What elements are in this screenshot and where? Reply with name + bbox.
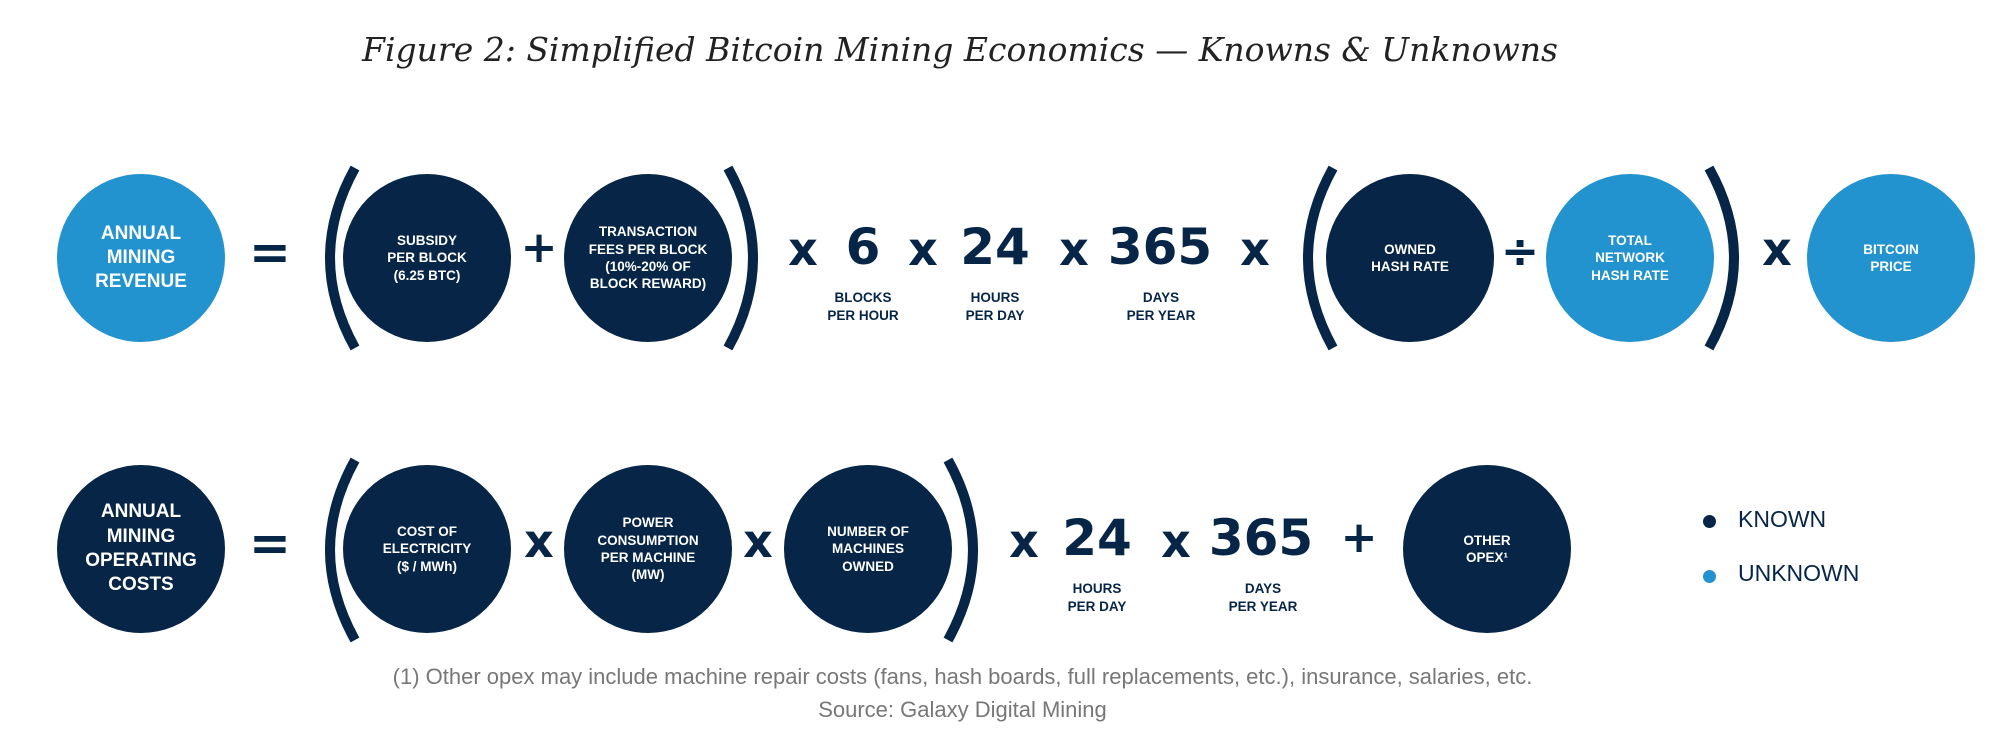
- multiply-sign: x: [908, 222, 938, 276]
- left-parenthesis-icon: [325, 165, 360, 351]
- equals-sign: =: [249, 223, 291, 281]
- right-parenthesis-icon: [723, 165, 758, 351]
- annual-mining-revenue-circle: ANNUAL MINING REVENUE: [57, 174, 225, 342]
- multiply-sign: x: [524, 514, 554, 568]
- transaction-fees-circle: TRANSACTION FEES PER BLOCK (10%-20% OF B…: [564, 174, 732, 342]
- hours-per-day-caption: HOURS PER DAY: [965, 290, 1025, 324]
- plus-sign: +: [520, 222, 558, 273]
- footnote: (1) Other opex may include machine repai…: [392, 664, 1533, 689]
- annual-mining-operating-costs-circle: ANNUAL MINING OPERATING COSTS: [57, 465, 225, 633]
- multiply-sign: x: [788, 222, 818, 276]
- bitcoin-price-circle: BITCOIN PRICE: [1807, 174, 1975, 342]
- right-parenthesis-icon: [943, 457, 978, 643]
- multiply-sign: x: [1161, 514, 1191, 568]
- multiply-sign: x: [1762, 222, 1792, 276]
- figure-title: Figure 2: Simplified Bitcoin Mining Econ…: [362, 30, 1558, 69]
- hours-per-day-caption: HOURS PER DAY: [1067, 581, 1127, 615]
- left-parenthesis-icon: [1303, 165, 1338, 351]
- multiply-sign: x: [1059, 222, 1089, 276]
- days-per-year-caption: DAYS PER YEAR: [1228, 581, 1298, 615]
- right-parenthesis-icon: [1704, 165, 1739, 351]
- multiply-sign: x: [743, 514, 773, 568]
- divide-sign: ÷: [1500, 224, 1540, 278]
- multiply-sign: x: [1240, 222, 1270, 276]
- owned-hash-rate-circle: OWNED HASH RATE: [1326, 174, 1494, 342]
- other-opex-circle: OTHER OPEX¹: [1403, 465, 1571, 633]
- left-parenthesis-icon: [325, 457, 360, 643]
- cost-of-electricity-circle: COST OF ELECTRICITY ($ / MWh): [343, 465, 511, 633]
- blocks-per-hour-caption: BLOCKS PER HOUR: [827, 290, 899, 324]
- plus-sign: +: [1340, 512, 1378, 563]
- source-note: Source: Galaxy Digital Mining: [818, 697, 1107, 722]
- subsidy-per-block-circle: SUBSIDY PER BLOCK (6.25 BTC): [343, 174, 511, 342]
- unknown-dot-icon: [1703, 570, 1716, 583]
- legend-known-label: KNOWN: [1738, 506, 1827, 532]
- blocks-per-hour-value: 6: [845, 218, 881, 276]
- days-per-year-value: 365: [1107, 218, 1213, 276]
- power-consumption-circle: POWER CONSUMPTION PER MACHINE (MW): [564, 465, 732, 633]
- total-network-hash-rate-circle: TOTAL NETWORK HASH RATE: [1546, 174, 1714, 342]
- legend-unknown-label: UNKNOWN: [1738, 560, 1860, 586]
- known-dot-icon: [1703, 515, 1716, 528]
- equals-sign: =: [249, 514, 291, 572]
- number-of-machines-circle: NUMBER OF MACHINES OWNED: [784, 465, 952, 633]
- hours-per-day-value: 24: [960, 218, 1030, 276]
- days-per-year-caption: DAYS PER YEAR: [1126, 290, 1196, 324]
- hours-per-day-value: 24: [1062, 509, 1132, 567]
- days-per-year-value: 365: [1208, 509, 1314, 567]
- multiply-sign: x: [1009, 514, 1039, 568]
